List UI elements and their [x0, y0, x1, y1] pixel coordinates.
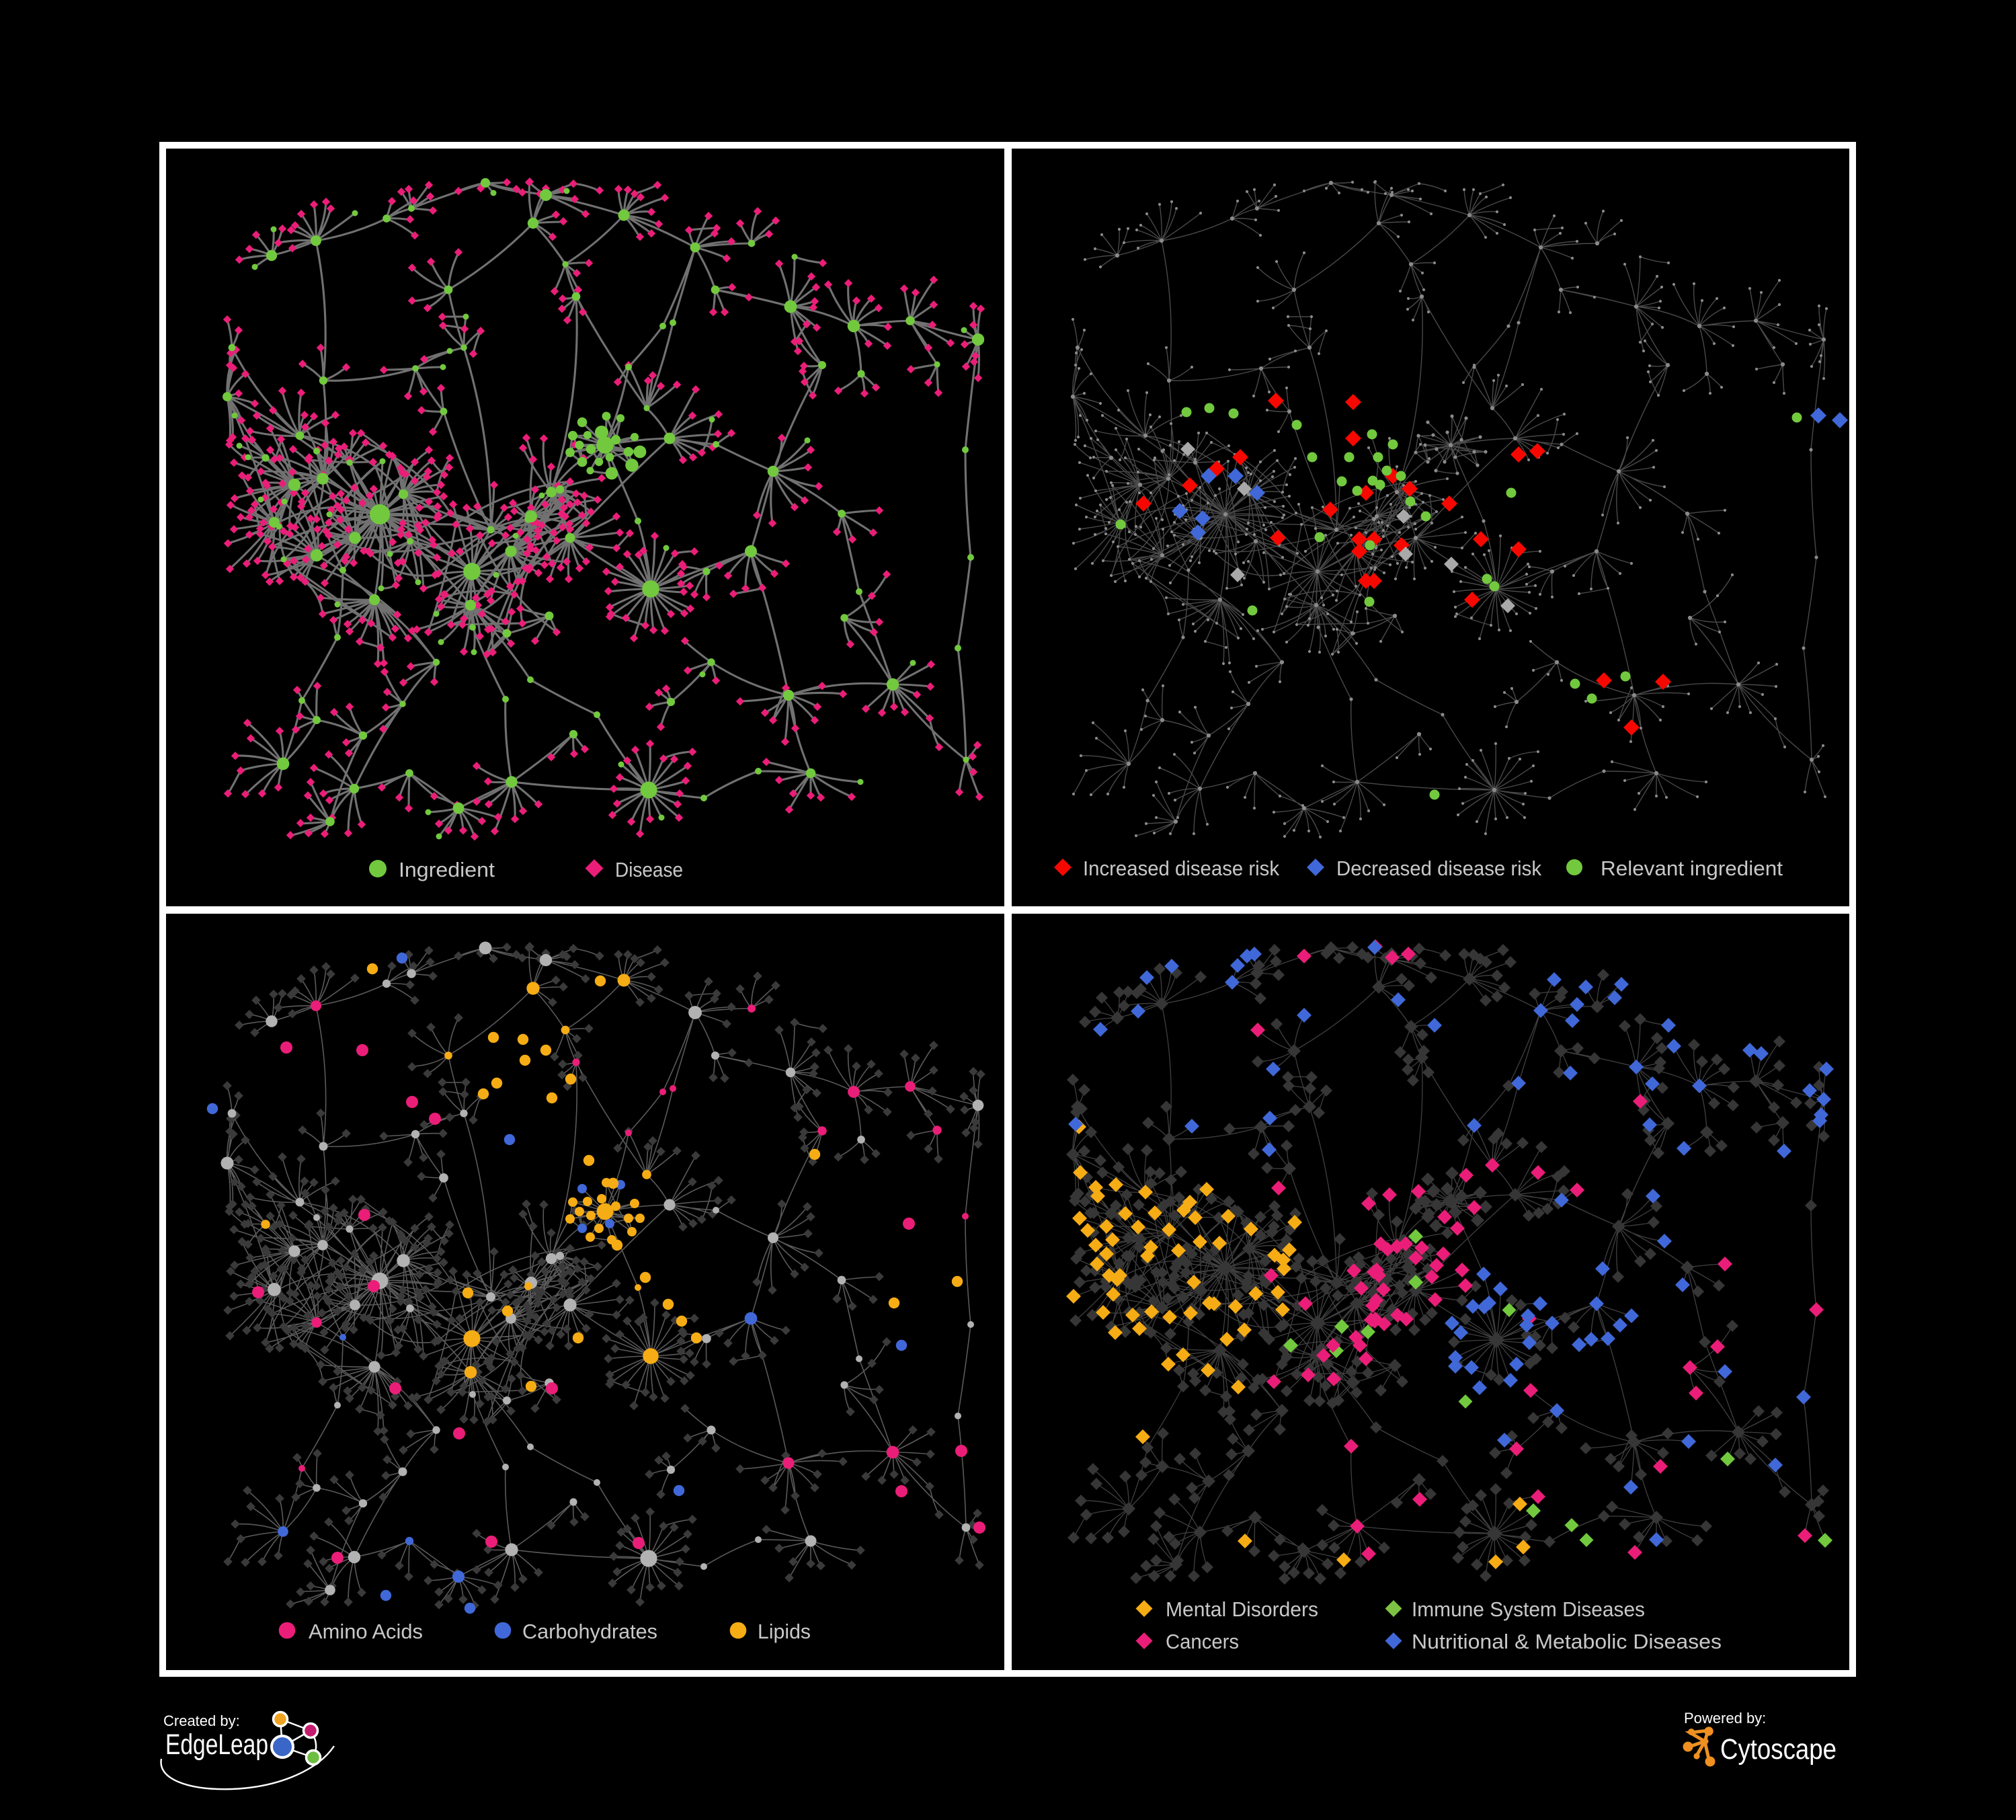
svg-text:Immune System Diseases: Immune System Diseases — [1412, 1597, 1645, 1621]
svg-text:Increased disease risk: Increased disease risk — [1083, 857, 1279, 880]
svg-text:Relevant ingredient: Relevant ingredient — [1601, 857, 1783, 880]
svg-text:Nutritional & Metabolic Diseas: Nutritional & Metabolic Diseases — [1412, 1630, 1722, 1653]
svg-text:Lipids: Lipids — [758, 1620, 811, 1643]
svg-text:Powered by:: Powered by: — [1684, 1710, 1766, 1727]
svg-text:Decreased disease risk: Decreased disease risk — [1336, 857, 1541, 880]
svg-text:Ingredient: Ingredient — [399, 858, 495, 881]
svg-text:Cancers: Cancers — [1166, 1630, 1239, 1653]
svg-text:Carbohydrates: Carbohydrates — [522, 1620, 657, 1643]
svg-text:Cytoscape: Cytoscape — [1720, 1733, 1837, 1766]
svg-text:Created by:: Created by: — [163, 1712, 240, 1729]
svg-text:EdgeLeap: EdgeLeap — [165, 1729, 268, 1761]
svg-text:Amino Acids: Amino Acids — [309, 1620, 423, 1643]
svg-text:Disease: Disease — [615, 858, 683, 881]
svg-text:Mental Disorders: Mental Disorders — [1166, 1597, 1318, 1621]
